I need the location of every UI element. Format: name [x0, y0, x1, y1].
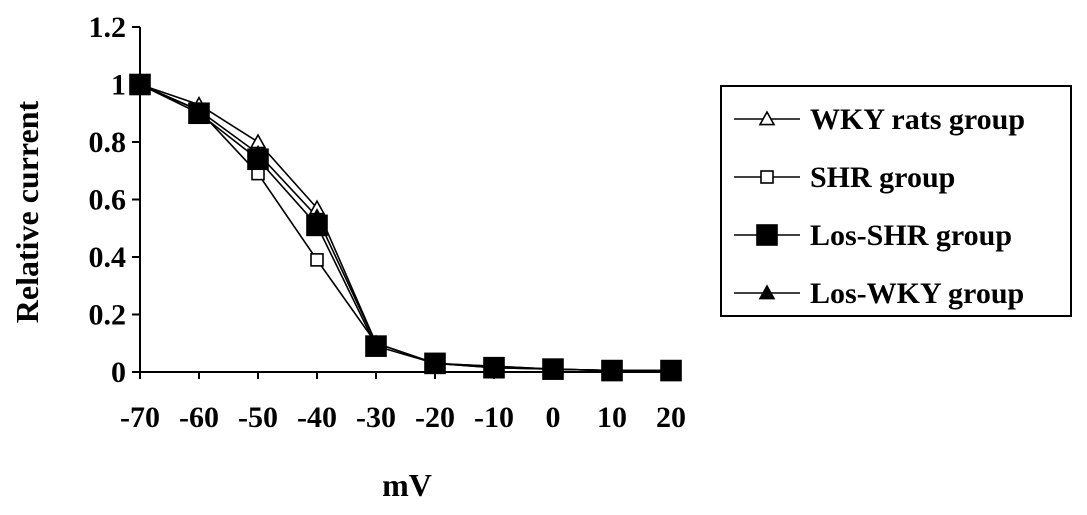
- x-tick-label: -50: [238, 401, 278, 434]
- series-line: [139, 83, 671, 372]
- legend-label: WKY rats group: [810, 103, 1025, 136]
- y-axis-title: Relative current: [9, 100, 45, 323]
- series-line: [139, 83, 671, 372]
- series-line: [139, 83, 671, 372]
- y-tick-label: 0.8: [89, 126, 127, 159]
- y-tick-label: 0: [111, 356, 126, 389]
- series-layer: [129, 73, 682, 382]
- x-tick-label: -20: [415, 401, 455, 434]
- x-tick-label: 10: [597, 401, 627, 434]
- y-tick-label: 0.4: [89, 241, 127, 274]
- y-tick-label: 0.2: [89, 299, 127, 332]
- data-point: [542, 358, 564, 380]
- x-tick-label: 0: [546, 401, 561, 434]
- data-point: [424, 352, 446, 375]
- x-tick-label: -60: [179, 401, 219, 434]
- legend-marker: [760, 170, 774, 184]
- x-tick-label: 20: [656, 401, 686, 434]
- y-tick-label: 1.2: [89, 11, 127, 44]
- legend-label: Los-WKY group: [810, 277, 1024, 310]
- data-point: [483, 356, 505, 379]
- legend: WKY rats group SHR group Los-SHR group Los-…: [720, 85, 1072, 317]
- data-point: [247, 148, 269, 171]
- y-tick-label: 1: [111, 69, 126, 102]
- data-point: [306, 214, 328, 237]
- legend-label: Los-SHR group: [810, 219, 1012, 252]
- x-tick-label: -70: [120, 401, 160, 434]
- legend-marker: [756, 224, 778, 246]
- legend-label: SHR group: [810, 161, 955, 194]
- data-point: [660, 359, 682, 382]
- x-tick-label: -40: [297, 401, 337, 434]
- legend-box: [720, 85, 1072, 317]
- data-point: [601, 359, 623, 382]
- data-point: [129, 73, 151, 96]
- legend-marker: [758, 110, 776, 126]
- data-point: [365, 335, 387, 357]
- legend-marker: [758, 284, 776, 300]
- x-axis-title: mV: [382, 467, 432, 503]
- series-line: [139, 83, 671, 372]
- data-point: [188, 102, 210, 125]
- y-tick-label: 0.6: [89, 184, 127, 217]
- axes: 0 0.2 0.4 0.6 0.8 1 1.2 -70 -60 -50 -40 -30 -20 -10 0 1…: [89, 11, 687, 434]
- data-point: [310, 253, 324, 267]
- x-tick-label: -10: [474, 401, 514, 434]
- x-tick-label: -30: [356, 401, 396, 434]
